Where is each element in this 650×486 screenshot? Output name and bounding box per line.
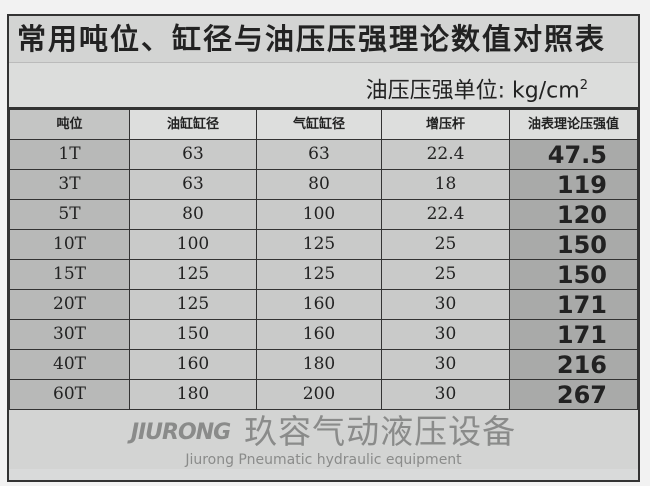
- table-row: 3T 63 80 18 119: [9, 169, 638, 200]
- cell-theoretical-pressure: 267: [509, 379, 638, 410]
- cell-air-cylinder-bore: 125: [256, 259, 382, 290]
- cell-oil-cylinder-bore: 80: [129, 199, 257, 230]
- watermark-chinese: 玖容气动液压设备: [244, 412, 517, 451]
- cell-booster-rod: 22.4: [381, 199, 510, 230]
- pressure-table-sheet: 常用吨位、缸径与油压压强理论数值对照表 油压压强单位: kg/cm2 吨位 油缸…: [7, 14, 640, 482]
- cell-theoretical-pressure: 150: [509, 229, 638, 260]
- cell-theoretical-pressure: 119: [509, 169, 638, 200]
- cell-tonnage: 5T: [9, 199, 130, 230]
- cell-tonnage: 3T: [9, 169, 130, 200]
- watermark-english: Jiurong Pneumatic hydraulic equipment: [185, 452, 462, 468]
- header-booster-rod: 增压杆: [381, 109, 510, 140]
- unit-superscript: 2: [579, 78, 588, 93]
- cell-booster-rod: 30: [381, 289, 510, 320]
- cell-booster-rod: 30: [381, 319, 510, 350]
- cell-air-cylinder-bore: 63: [256, 139, 382, 170]
- cell-tonnage: 40T: [9, 349, 130, 380]
- cell-oil-cylinder-bore: 125: [129, 259, 257, 290]
- header-theoretical-pressure: 油表理论压强值: [509, 109, 638, 140]
- table-row: 40T 160 180 30 216: [9, 349, 638, 380]
- table-title: 常用吨位、缸径与油压压强理论数值对照表: [9, 16, 638, 63]
- cell-air-cylinder-bore: 125: [256, 229, 382, 260]
- cell-tonnage: 1T: [9, 139, 130, 170]
- table-row: 20T 125 160 30 171: [9, 289, 638, 320]
- cell-air-cylinder-bore: 160: [256, 289, 382, 320]
- cell-air-cylinder-bore: 200: [256, 379, 382, 410]
- cell-oil-cylinder-bore: 125: [129, 289, 257, 320]
- cell-air-cylinder-bore: 100: [256, 199, 382, 230]
- cell-oil-cylinder-bore: 63: [129, 139, 257, 170]
- header-air-cylinder-bore: 气缸缸径: [256, 109, 382, 140]
- table-row: 60T 180 200 30 267: [9, 379, 638, 410]
- header-oil-cylinder-bore: 油缸缸径: [129, 109, 257, 140]
- cell-air-cylinder-bore: 160: [256, 319, 382, 350]
- cell-booster-rod: 22.4: [381, 139, 510, 170]
- cell-oil-cylinder-bore: 150: [129, 319, 257, 350]
- cell-booster-rod: 25: [381, 229, 510, 260]
- cell-oil-cylinder-bore: 180: [129, 379, 257, 410]
- table-row: 5T 80 100 22.4 120: [9, 199, 638, 230]
- cell-tonnage: 15T: [9, 259, 130, 290]
- cell-tonnage: 20T: [9, 289, 130, 320]
- cell-booster-rod: 30: [381, 379, 510, 410]
- cell-booster-rod: 30: [381, 349, 510, 380]
- cell-theoretical-pressure: 216: [509, 349, 638, 380]
- table-row: 30T 150 160 30 171: [9, 319, 638, 350]
- cell-oil-cylinder-bore: 100: [129, 229, 257, 260]
- unit-text: 油压压强单位: kg/cm: [365, 78, 580, 104]
- cell-tonnage: 60T: [9, 379, 130, 410]
- cell-tonnage: 30T: [9, 319, 130, 350]
- cell-air-cylinder-bore: 80: [256, 169, 382, 200]
- cell-theoretical-pressure: 47.5: [509, 139, 638, 170]
- cell-air-cylinder-bore: 180: [256, 349, 382, 380]
- cell-theoretical-pressure: 171: [509, 319, 638, 350]
- table-row: 15T 125 125 25 150: [9, 259, 638, 290]
- cell-booster-rod: 18: [381, 169, 510, 200]
- cell-oil-cylinder-bore: 63: [129, 169, 257, 200]
- cell-theoretical-pressure: 171: [509, 289, 638, 320]
- cell-oil-cylinder-bore: 160: [129, 349, 257, 380]
- watermark-logo: JIURONG: [130, 419, 231, 445]
- data-table: 吨位 油缸缸径 气缸缸径 增压杆 油表理论压强值 1T 63 63 22.4 47.5 3…: [9, 109, 638, 410]
- cell-theoretical-pressure: 120: [509, 199, 638, 230]
- watermark: JIURONG 玖容气动液压设备 Jiurong Pneumatic hydra…: [9, 410, 638, 469]
- unit-label: 油压压强单位: kg/cm2: [9, 63, 638, 109]
- table-row: 10T 100 125 25 150: [9, 229, 638, 260]
- header-tonnage: 吨位: [9, 109, 130, 140]
- cell-tonnage: 10T: [9, 229, 130, 260]
- header-row: 吨位 油缸缸径 气缸缸径 增压杆 油表理论压强值: [9, 109, 638, 140]
- table-row: 1T 63 63 22.4 47.5: [9, 139, 638, 170]
- cell-theoretical-pressure: 150: [509, 259, 638, 290]
- cell-booster-rod: 25: [381, 259, 510, 290]
- watermark-top-line: JIURONG 玖容气动液压设备: [131, 413, 516, 451]
